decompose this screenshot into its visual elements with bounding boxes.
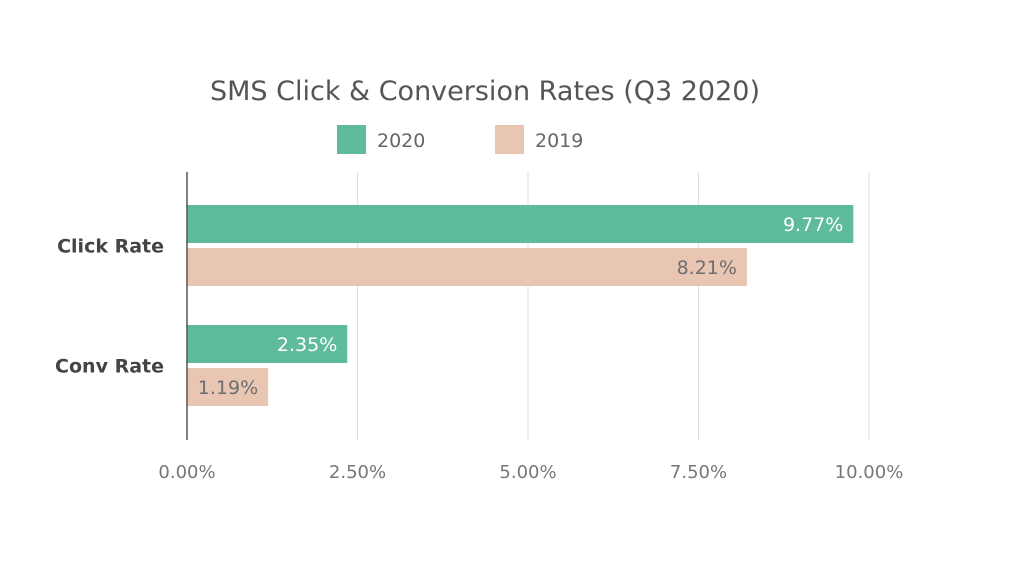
legend-swatch	[495, 125, 524, 154]
x-tick-label: 2.50%	[329, 462, 386, 483]
bar	[187, 248, 747, 286]
bar-value-label: 9.77%	[783, 214, 843, 236]
legend-label: 2019	[535, 130, 583, 152]
bar-value-label: 1.19%	[198, 377, 258, 399]
category-label: Conv Rate	[55, 356, 164, 378]
legend-item: 2020	[337, 125, 425, 154]
bar-value-label: 8.21%	[677, 257, 737, 279]
bars: 9.77% 8.21% 2.35% 1.19%	[187, 205, 854, 406]
category-label: Click Rate	[57, 236, 164, 258]
legend-item: 2019	[495, 125, 583, 154]
x-tick-label: 10.00%	[835, 462, 904, 483]
legend-swatch	[337, 125, 366, 154]
x-tick-label: 5.00%	[499, 462, 556, 483]
bar	[187, 368, 269, 406]
category-labels: Click Rate Conv Rate	[55, 236, 164, 378]
bar	[187, 325, 348, 363]
legend: 2020 2019	[337, 125, 583, 154]
x-tick-labels: 0.00% 2.50% 5.00% 7.50% 10.00%	[158, 462, 903, 483]
x-tick-label: 0.00%	[158, 462, 215, 483]
legend-label: 2020	[377, 130, 425, 152]
bar	[187, 205, 854, 243]
chart-title: SMS Click & Conversion Rates (Q3 2020)	[210, 76, 760, 107]
x-tick-label: 7.50%	[670, 462, 727, 483]
bar-value-label: 2.35%	[277, 334, 337, 356]
